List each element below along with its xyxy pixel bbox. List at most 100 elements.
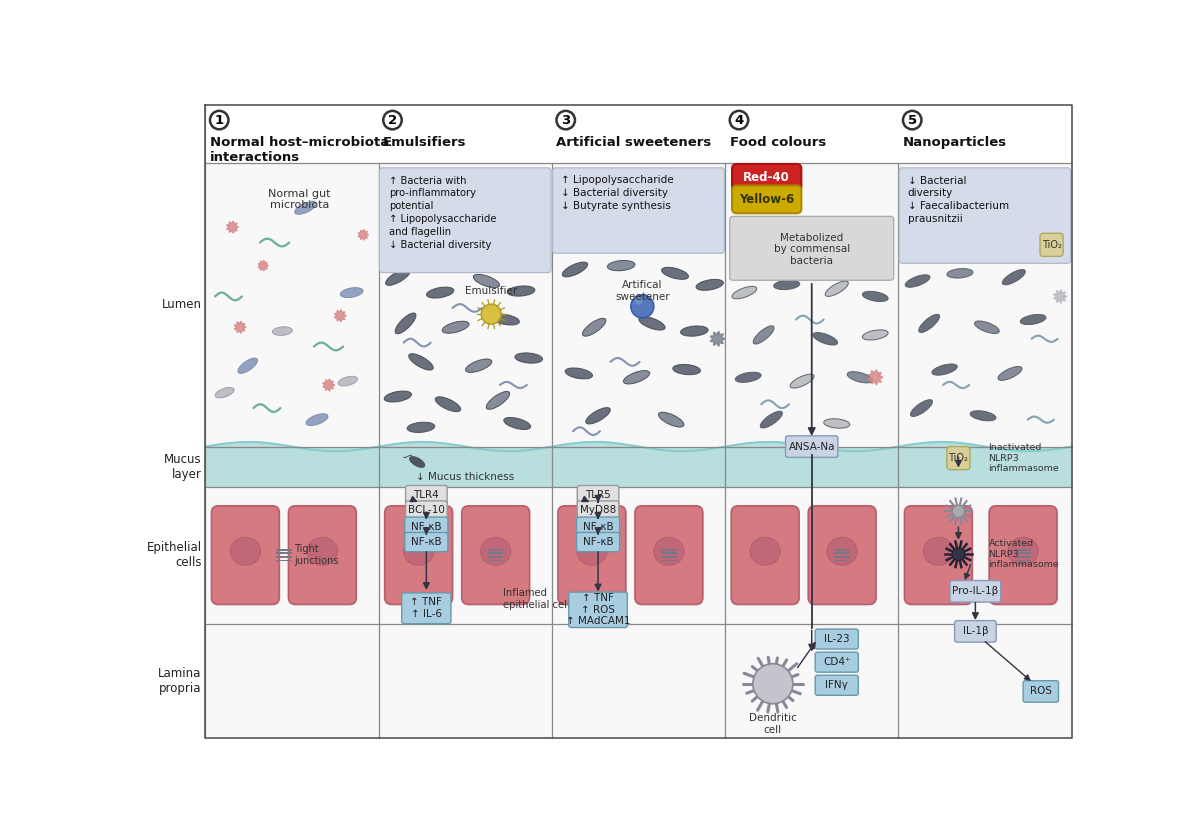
Text: NF-κB: NF-κB <box>583 521 613 531</box>
Ellipse shape <box>863 329 888 340</box>
Text: IFNγ: IFNγ <box>826 681 848 691</box>
Ellipse shape <box>932 364 958 375</box>
Ellipse shape <box>230 537 260 565</box>
Ellipse shape <box>823 419 850 428</box>
FancyBboxPatch shape <box>989 506 1057 605</box>
Text: ↑ Lipopolysaccharide
↓ Bacterial diversity
↓ Butyrate synthesis: ↑ Lipopolysaccharide ↓ Bacterial diversi… <box>562 175 673 211</box>
FancyBboxPatch shape <box>577 485 619 505</box>
Ellipse shape <box>1020 314 1046 324</box>
Ellipse shape <box>407 422 434 433</box>
Text: Lamina
propria: Lamina propria <box>158 666 202 695</box>
Ellipse shape <box>750 537 780 565</box>
FancyBboxPatch shape <box>404 517 448 536</box>
Bar <box>488 556 503 558</box>
Text: NF-κB: NF-κB <box>583 537 613 547</box>
Ellipse shape <box>638 317 665 330</box>
Text: ↓ Bacterial
diversity
↓ Faecalibacterium
prausnitzii: ↓ Bacterial diversity ↓ Faecalibacterium… <box>907 175 1009 224</box>
FancyBboxPatch shape <box>1040 234 1063 256</box>
Ellipse shape <box>673 364 701 374</box>
Text: Mucus
layer: Mucus layer <box>164 453 202 480</box>
Ellipse shape <box>754 326 774 344</box>
FancyBboxPatch shape <box>950 580 1001 602</box>
Polygon shape <box>358 229 368 240</box>
Bar <box>276 552 292 554</box>
FancyBboxPatch shape <box>730 216 894 280</box>
Text: ↑ TNF
↑ IL-6: ↑ TNF ↑ IL-6 <box>410 597 443 619</box>
Ellipse shape <box>466 359 492 373</box>
Ellipse shape <box>680 326 708 336</box>
FancyBboxPatch shape <box>731 506 799 605</box>
Bar <box>1015 556 1031 558</box>
Ellipse shape <box>732 286 757 299</box>
FancyBboxPatch shape <box>402 593 451 624</box>
Text: Pro-IL-1β: Pro-IL-1β <box>953 586 998 596</box>
FancyBboxPatch shape <box>211 506 280 605</box>
Text: 4: 4 <box>734 113 744 127</box>
Ellipse shape <box>919 314 940 333</box>
Bar <box>488 552 503 554</box>
Ellipse shape <box>480 537 511 565</box>
Text: Artifical
sweetener: Artifical sweetener <box>616 280 670 302</box>
Text: Food colours: Food colours <box>730 135 826 148</box>
Text: IL-23: IL-23 <box>824 634 850 644</box>
Polygon shape <box>323 379 335 391</box>
FancyBboxPatch shape <box>288 506 356 605</box>
Bar <box>205 624 1072 737</box>
Circle shape <box>953 505 965 517</box>
Ellipse shape <box>486 391 510 409</box>
Text: 2: 2 <box>388 113 397 127</box>
Polygon shape <box>868 369 883 384</box>
Bar <box>276 549 292 550</box>
Circle shape <box>481 304 502 324</box>
FancyBboxPatch shape <box>576 517 619 536</box>
FancyBboxPatch shape <box>553 168 725 254</box>
FancyBboxPatch shape <box>815 629 858 649</box>
Text: ↓ Mucus thickness: ↓ Mucus thickness <box>416 472 515 482</box>
Ellipse shape <box>970 410 996 421</box>
Bar <box>834 556 850 558</box>
Text: MyD88: MyD88 <box>580 505 616 515</box>
Ellipse shape <box>436 397 461 412</box>
FancyBboxPatch shape <box>815 652 858 672</box>
Ellipse shape <box>827 537 857 565</box>
Circle shape <box>635 297 642 305</box>
Ellipse shape <box>295 202 316 214</box>
Polygon shape <box>234 321 246 334</box>
Ellipse shape <box>341 288 364 298</box>
Text: Tight
junctions: Tight junctions <box>294 545 338 566</box>
Bar <box>276 560 292 561</box>
Text: Inactivated
NLRP3
inflammasome: Inactivated NLRP3 inflammasome <box>989 443 1060 473</box>
Circle shape <box>902 111 922 129</box>
Ellipse shape <box>847 372 872 383</box>
Text: Normal host–microbiota
interactions: Normal host–microbiota interactions <box>210 135 389 163</box>
FancyBboxPatch shape <box>1024 681 1058 702</box>
Ellipse shape <box>661 268 689 279</box>
Circle shape <box>953 548 965 560</box>
Polygon shape <box>710 331 725 346</box>
Ellipse shape <box>272 327 293 335</box>
Text: 1: 1 <box>215 113 223 127</box>
Circle shape <box>557 111 575 129</box>
Bar <box>205 163 1072 446</box>
Text: Emulsifier: Emulsifier <box>466 286 517 296</box>
Ellipse shape <box>736 372 761 382</box>
Ellipse shape <box>582 319 606 336</box>
Text: TiO₂: TiO₂ <box>948 453 968 463</box>
Ellipse shape <box>515 353 542 363</box>
Ellipse shape <box>384 391 412 402</box>
Ellipse shape <box>586 408 611 424</box>
Ellipse shape <box>508 286 535 296</box>
Ellipse shape <box>215 388 234 398</box>
Ellipse shape <box>306 414 328 425</box>
FancyBboxPatch shape <box>947 446 970 470</box>
Text: TLR5: TLR5 <box>586 490 611 500</box>
FancyBboxPatch shape <box>905 506 972 605</box>
Ellipse shape <box>974 321 1000 334</box>
Bar <box>205 446 1072 486</box>
Ellipse shape <box>696 279 724 290</box>
Polygon shape <box>205 442 1072 486</box>
Ellipse shape <box>442 321 469 334</box>
Text: TLR4: TLR4 <box>414 490 439 500</box>
Text: Dendritic
cell: Dendritic cell <box>749 713 797 735</box>
Ellipse shape <box>826 281 848 296</box>
